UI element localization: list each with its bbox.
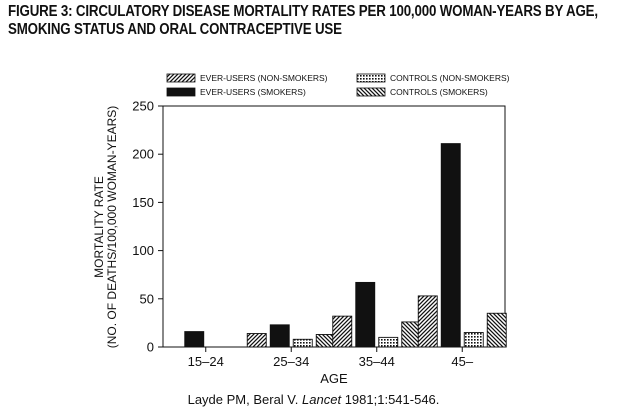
y-axis-label-line-1: MORTALITY RATE — [92, 176, 106, 278]
x-axis-label: AGE — [320, 371, 348, 386]
y-tick-label: 200 — [132, 147, 154, 162]
bar-ever-users-smokers-4 — [440, 143, 461, 348]
y-tick-label: 150 — [132, 195, 154, 210]
bar-ever-users-smokers-1 — [184, 331, 205, 348]
figure-title: FIGURE 3: CIRCULATORY DISEASE MORTALITY … — [8, 3, 598, 38]
citation-ref: 1981;1:541-546. — [344, 392, 440, 407]
x-tick-label: 45– — [451, 354, 473, 369]
bar-ever-users-smokers-3 — [355, 281, 376, 348]
legend-swatch-ever-users-non-smokers — [166, 73, 196, 83]
bars — [184, 143, 507, 348]
y-axis-label: MORTALITY RATE (NO. OF DEATHS/100,000 WO… — [92, 106, 119, 349]
legend-label-controls-smokers: CONTROLS (SMOKERS) — [390, 87, 488, 97]
legend-label-controls-non-smokers: CONTROLS (NON-SMOKERS) — [390, 73, 510, 83]
bar-controls-smokers-4 — [486, 312, 507, 348]
legend: EVER-USERS (NON-SMOKERS) EVER-USERS (SMO… — [166, 73, 510, 97]
y-axis: 0 50 100 150 200 250 — [132, 99, 163, 355]
citation-journal: Lancet — [302, 392, 342, 407]
x-axis: 15–24 25–34 35–44 45– — [188, 347, 474, 369]
citation: Layde PM, Beral V. Lancet 1981;1:541-546… — [0, 392, 627, 407]
x-tick-label: 35–44 — [359, 354, 395, 369]
x-tick-label: 25–34 — [273, 354, 309, 369]
citation-authors: Layde PM, Beral V. — [187, 392, 299, 407]
legend-swatch-ever-users-smokers — [166, 87, 196, 97]
y-tick-label: 0 — [147, 340, 154, 355]
x-tick-label: 15–24 — [188, 354, 224, 369]
legend-label-ever-users-smokers: EVER-USERS (SMOKERS) — [200, 87, 306, 97]
bar-controls-non-smokers-3 — [378, 336, 399, 348]
legend-swatch-controls-smokers — [356, 87, 386, 97]
y-tick-label: 50 — [140, 291, 154, 306]
bar-ever-users-non-smokers-2 — [246, 333, 267, 348]
bar-ever-users-smokers-2 — [269, 324, 290, 348]
legend-swatch-controls-non-smokers — [356, 73, 386, 83]
y-axis-label-line-2: (NO. OF DEATHS/100,000 WOMAN-YEARS) — [105, 106, 119, 349]
legend-label-ever-users-non-smokers: EVER-USERS (NON-SMOKERS) — [200, 73, 328, 83]
bar-ever-users-non-smokers-4 — [417, 295, 438, 348]
y-tick-label: 250 — [132, 99, 154, 114]
bar-ever-users-non-smokers-3 — [332, 315, 353, 348]
bar-controls-non-smokers-2 — [292, 338, 313, 348]
bar-controls-non-smokers-4 — [463, 332, 484, 348]
y-tick-label: 100 — [132, 243, 154, 258]
